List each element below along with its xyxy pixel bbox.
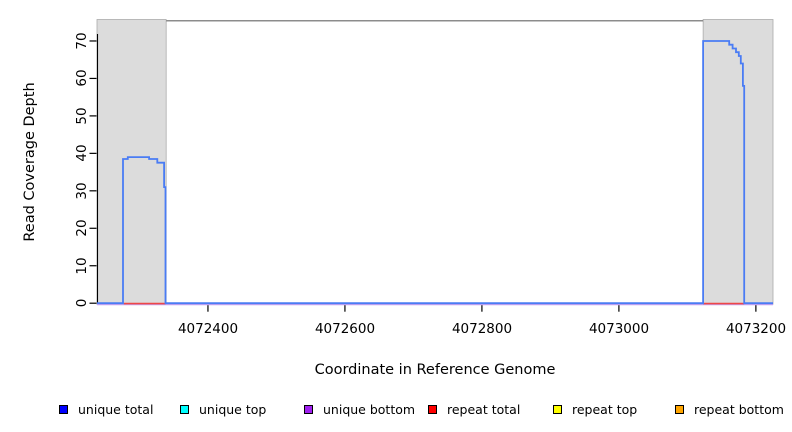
legend-item-repeat-total: repeat total <box>428 402 520 417</box>
legend-swatch-unique-total <box>59 405 68 414</box>
x-tick-label: 4072600 <box>314 321 376 337</box>
x-tick-label: 4072400 <box>177 321 239 337</box>
legend-label: repeat top <box>572 402 638 417</box>
legend-swatch-repeat-total <box>428 405 437 414</box>
legend-swatch-unique-bottom <box>304 405 313 414</box>
legend-item-repeat-top: repeat top <box>553 402 637 417</box>
legend-item-repeat-bottom: repeat bottom <box>675 402 784 417</box>
legend-label: repeat bottom <box>694 402 784 417</box>
x-axis-title: Coordinate in Reference Genome <box>314 362 556 378</box>
legend-item-unique-total: unique total <box>59 402 153 417</box>
legend-label: repeat total <box>447 402 521 417</box>
y-tick-label: 40 <box>74 144 90 162</box>
legend-swatch-repeat-bottom <box>675 405 684 414</box>
y-tick-label: 20 <box>74 219 90 237</box>
x-tick-label: 4073000 <box>588 321 650 337</box>
legend-item-unique-bottom: unique bottom <box>304 402 415 417</box>
legend-label: unique total <box>78 402 154 417</box>
legend-swatch-unique-top <box>180 405 189 414</box>
y-tick-label: 60 <box>74 69 90 87</box>
y-tick-label: 50 <box>74 107 90 125</box>
y-axis-title: Read Coverage Depth <box>22 82 38 242</box>
legend-label: unique bottom <box>323 402 416 417</box>
y-tick-label: 10 <box>74 257 90 275</box>
legend-label: unique top <box>199 402 267 417</box>
x-tick-label: 4072800 <box>451 321 513 337</box>
y-tick-label: 70 <box>74 32 90 50</box>
x-tick-label: 4073200 <box>725 321 787 337</box>
y-tick-label: 0 <box>74 298 90 308</box>
y-tick-label: 30 <box>74 182 90 200</box>
legend-swatch-repeat-top <box>553 405 562 414</box>
legend-item-unique-top: unique top <box>180 402 266 417</box>
